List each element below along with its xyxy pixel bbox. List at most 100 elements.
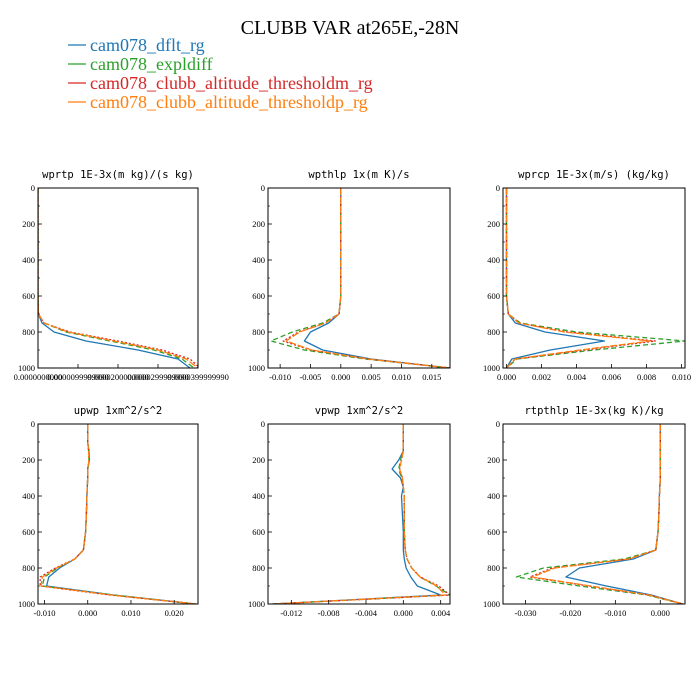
- x-tick-label: 0.0000399999990: [167, 372, 229, 382]
- x-tick-label: 0.000: [394, 608, 413, 618]
- series-line-dflt-rg: [45, 424, 196, 604]
- x-tick-label: -0.008: [318, 608, 340, 618]
- y-tick-label: 400: [487, 491, 500, 501]
- series-line-thresholdp-rg: [40, 424, 196, 604]
- series-line-dflt-rg: [272, 424, 442, 604]
- x-tick-label: -0.030: [514, 608, 536, 618]
- x-tick-label: 0.000: [78, 608, 97, 618]
- y-tick-label: 0: [261, 419, 265, 429]
- y-tick-label: 0: [261, 183, 265, 193]
- y-tick-label: 0: [31, 419, 35, 429]
- x-tick-label: 0.015: [422, 372, 441, 382]
- panel-title: rtpthlp 1E-3x(kg K)/kg: [524, 405, 663, 417]
- y-tick-label: 200: [252, 219, 265, 229]
- panel-3: wprcp 1E-3x(m/s) (kg/kg) 0 200 400 600 800 100…: [483, 169, 691, 382]
- x-tick-label: 0.000: [331, 372, 350, 382]
- x-tick-label: 0.000: [651, 608, 670, 618]
- panel-title: vpwp 1xm^2/s^2: [315, 405, 404, 417]
- panel-4: upwp 1xm^2/s^2 0 200 400 600 800 1000-0.010 0.0…: [18, 405, 199, 618]
- x-tick-label: 0.005: [362, 372, 381, 382]
- y-tick-label: 200: [487, 455, 500, 465]
- panel-title: wprtp 1E-3x(m kg)/(s kg): [42, 169, 194, 181]
- y-tick-label: 600: [487, 291, 500, 301]
- series-line-thresholdp-rg: [505, 188, 651, 368]
- x-tick-label: 0.010: [121, 608, 140, 618]
- y-tick-label: 400: [487, 255, 500, 265]
- series-line-expldiff: [515, 424, 683, 604]
- x-tick-label: -0.010: [604, 608, 626, 618]
- series-line-thresholdp-rg: [285, 188, 450, 368]
- y-tick-label: 0: [496, 183, 500, 193]
- series-line-dflt-rg: [505, 188, 606, 368]
- panel-title: upwp 1xm^2/s^2: [74, 405, 163, 417]
- panel-title: wpthlp 1x(m K)/s: [308, 169, 409, 181]
- y-tick-label: 1000: [248, 363, 265, 373]
- plot-frame: [502, 187, 686, 369]
- y-tick-label: 400: [252, 255, 265, 265]
- series-line-dflt-rg: [303, 188, 450, 368]
- y-tick-label: 600: [22, 291, 35, 301]
- x-tick-label: 0.006: [602, 372, 621, 382]
- y-tick-label: 800: [22, 327, 35, 337]
- x-tick-label: 0.0000000000: [14, 372, 63, 382]
- x-tick-label: 0.000: [497, 372, 516, 382]
- legend-entry-dflt-rg: cam078_dflt_rg: [90, 35, 205, 55]
- series-line-expldiff: [272, 424, 450, 604]
- panel-2: wpthlp 1x(m K)/s 0 200 400 600 800 1000 -0.010-…: [248, 169, 451, 382]
- y-tick-label: 0: [496, 419, 500, 429]
- y-tick-label: 200: [22, 219, 35, 229]
- x-tick-label: 0.010: [672, 372, 691, 382]
- y-tick-label: 600: [252, 291, 265, 301]
- series-line-dflt-rg: [565, 424, 683, 604]
- series-line-thresholdm-rg: [272, 424, 450, 604]
- panel-5: vpwp 1xm^2/s^2 0 200 400 600 800 1000 -0.012 -0.…: [248, 405, 451, 618]
- series-line-expldiff: [41, 424, 196, 604]
- y-tick-label: 400: [252, 491, 265, 501]
- series-line-expldiff: [38, 188, 195, 368]
- y-tick-label: 1000: [483, 599, 500, 609]
- x-tick-label: -0.005: [299, 372, 321, 382]
- y-tick-label: 400: [22, 255, 35, 265]
- x-tick-label: -0.020: [559, 608, 581, 618]
- plot-frame: [267, 423, 451, 605]
- series-line-thresholdm-rg: [39, 424, 196, 604]
- x-tick-label: 0.0000299999990: [127, 372, 189, 382]
- y-tick-label: 600: [22, 527, 35, 537]
- series-line-expldiff: [270, 188, 450, 368]
- y-tick-label: 1000: [248, 599, 265, 609]
- legend-entry-thresholdp-rg: cam078_clubb_altitude_thresholdp_rg: [90, 92, 368, 112]
- y-tick-label: 200: [22, 455, 35, 465]
- y-tick-label: 600: [252, 527, 265, 537]
- series-line-thresholdm-rg: [38, 188, 198, 368]
- panel-title: wprcp 1E-3x(m/s) (kg/kg): [518, 169, 670, 181]
- legend: cam078_dflt_rgcam078_expldiffcam078_club…: [68, 35, 373, 112]
- y-tick-label: 800: [22, 563, 35, 573]
- y-tick-label: 800: [487, 563, 500, 573]
- panels: wprtp 1E-3x(m kg)/(s kg) 0 200 400 600 800 100…: [14, 169, 692, 618]
- x-tick-label: 0.008: [637, 372, 656, 382]
- series-line-thresholdm-rg: [282, 188, 450, 368]
- y-tick-label: 1000: [18, 599, 35, 609]
- y-tick-label: 800: [487, 327, 500, 337]
- y-tick-label: 200: [252, 455, 265, 465]
- y-tick-label: 800: [252, 563, 265, 573]
- series-line-thresholdm-rg: [505, 188, 656, 368]
- x-tick-label: -0.010: [34, 608, 56, 618]
- series-line-expldiff: [505, 188, 685, 368]
- y-tick-label: 600: [487, 527, 500, 537]
- figure-title: CLUBB VAR at265E,-28N: [241, 17, 460, 39]
- panel-1: wprtp 1E-3x(m kg)/(s kg) 0 200 400 600 800 100…: [14, 169, 229, 382]
- x-tick-label: 0.010: [392, 372, 411, 382]
- x-tick-label: 0.020: [165, 608, 184, 618]
- x-tick-label: -0.012: [280, 608, 302, 618]
- legend-entry-expldiff: cam078_expldiff: [90, 54, 213, 74]
- legend-entry-thresholdm-rg: cam078_clubb_altitude_thresholdm_rg: [90, 73, 373, 93]
- series-line-thresholdp-rg: [272, 424, 446, 604]
- x-tick-label: 0.004: [567, 372, 587, 382]
- y-tick-label: 1000: [483, 363, 500, 373]
- x-tick-label: 0.004: [431, 608, 451, 618]
- x-tick-label: -0.004: [355, 608, 378, 618]
- series-line-thresholdp-rg: [531, 424, 683, 604]
- plot-frame: [37, 423, 199, 605]
